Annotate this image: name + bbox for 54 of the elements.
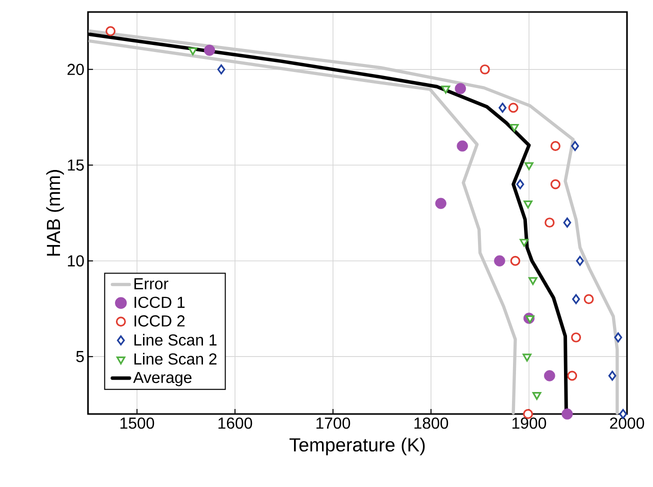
point [508, 102, 518, 113]
y-tick-label: 10 [68, 255, 84, 266]
point [563, 218, 572, 228]
point [454, 82, 466, 94]
x-tick-label: 1600 [218, 418, 252, 429]
point [441, 86, 450, 94]
point [550, 141, 560, 151]
point [526, 315, 534, 324]
legend-label: Line Scan 1 [134, 334, 217, 346]
y-tick-label: 5 [76, 351, 84, 362]
point [567, 370, 578, 381]
point [571, 141, 580, 151]
point [204, 44, 216, 56]
point [550, 179, 560, 190]
legend-label: ICCD 2 [134, 315, 185, 327]
point [528, 277, 538, 285]
legend-label: Error [134, 278, 168, 290]
legend-label: Line Scan 2 [134, 352, 216, 365]
point [494, 255, 506, 266]
point [516, 179, 524, 190]
point [524, 200, 532, 208]
legend-label: Average [133, 372, 192, 386]
x-tick-label: 1700 [316, 418, 350, 429]
point [480, 64, 490, 74]
point [532, 392, 542, 400]
point [456, 140, 468, 152]
legend-label: ICCD 1 [134, 296, 185, 308]
x-axis-title: Temperature (K) [290, 438, 425, 456]
point [510, 124, 519, 132]
point [520, 238, 529, 247]
point [498, 102, 506, 113]
y-tick-label: 15 [68, 160, 84, 171]
point [217, 64, 226, 74]
point [562, 408, 573, 420]
point [544, 218, 555, 228]
point [584, 294, 594, 304]
point [510, 256, 520, 266]
y-tick-label: 20 [68, 64, 84, 76]
point [614, 332, 622, 342]
point [571, 332, 582, 342]
point [188, 47, 198, 56]
y-axis-title: HAB (mm) [46, 170, 64, 256]
x-tick-label: 1800 [414, 418, 448, 429]
x-tick-label: 1500 [120, 418, 154, 429]
point [106, 26, 116, 36]
point [608, 370, 616, 381]
x-tick-label: 1900 [512, 418, 546, 429]
point [522, 354, 532, 362]
point [524, 162, 534, 170]
point [576, 256, 584, 266]
point [544, 370, 556, 382]
x-tick-label: 2000 [610, 418, 644, 429]
point [572, 294, 580, 304]
point [435, 198, 446, 210]
